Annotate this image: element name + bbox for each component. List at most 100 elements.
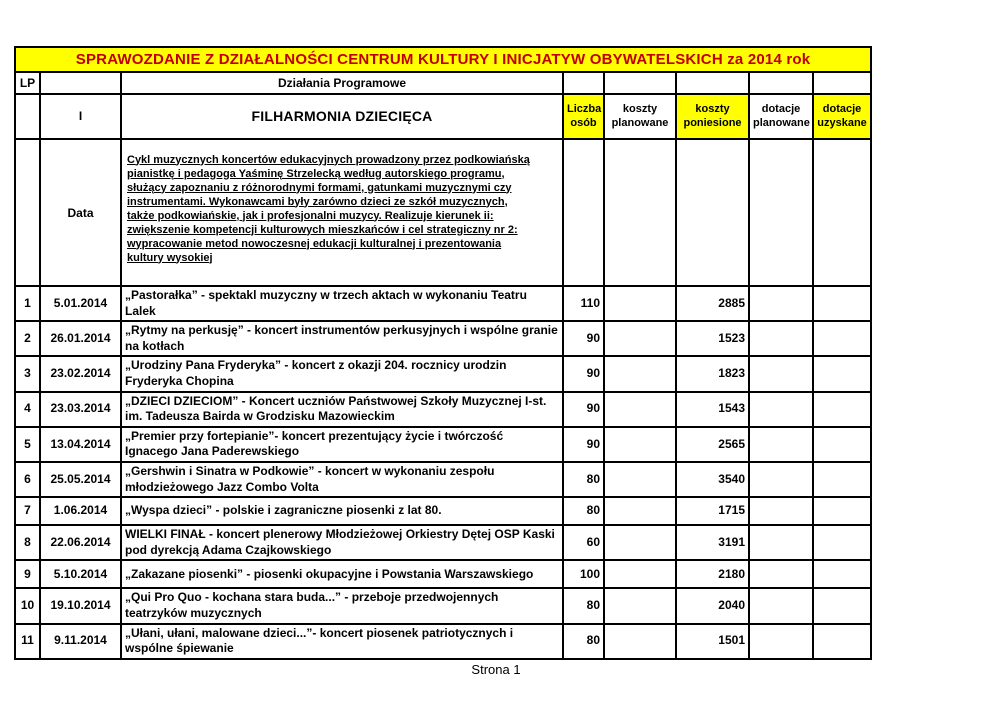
persons-count-cell: 90 (562, 320, 605, 358)
grants-planned-cell (748, 355, 814, 393)
persons-count-cell: 90 (562, 355, 605, 393)
costs-planned-cell (603, 559, 677, 590)
table-row: 10 19.10.2014 „Qui Pro Quo - kochana sta… (14, 587, 873, 625)
row-number-cell: 7 (14, 496, 41, 527)
persons-count-cell: 80 (562, 460, 605, 499)
persons-count-cell: 90 (562, 390, 605, 428)
date-cell: 5.01.2014 (39, 284, 122, 323)
grants-planned-cell (748, 460, 814, 499)
event-description-cell: „Qui Pro Quo - kochana stara buda...” - … (120, 587, 564, 625)
table-row: 3 23.02.2014 „Urodziny Pana Fryderyka” -… (14, 355, 873, 393)
section-description-row: Data Cykl muzycznych koncertów edukacyjn… (14, 138, 873, 287)
costs-incurred-cell: 1823 (675, 355, 750, 393)
persons-count-cell: 80 (562, 587, 605, 625)
grants-planned-cell (748, 320, 814, 358)
costs-planned-cell (603, 622, 677, 660)
persons-count-cell: 80 (562, 496, 605, 527)
grants-planned-cell (748, 425, 814, 463)
row-number-cell: 3 (14, 355, 41, 393)
date-cell: 23.03.2014 (39, 390, 122, 428)
date-cell: 26.01.2014 (39, 320, 122, 358)
date-cell: 22.06.2014 (39, 524, 122, 562)
title-row: SPRAWOZDANIE Z DZIAŁALNOŚCI CENTRUM KULT… (13, 46, 873, 73)
column-header-grants-received: dotacje uzyskane (811, 93, 873, 140)
persons-count-cell: 80 (562, 622, 605, 660)
persons-count-cell: 60 (562, 524, 605, 562)
column-header-costs-planned: koszty planowane (603, 93, 677, 140)
row-number-cell: 6 (14, 460, 41, 499)
grants-received-cell (811, 460, 873, 499)
event-description-cell: „Wyspa dzieci” - polskie i zagraniczne p… (120, 496, 564, 527)
costs-planned-cell (603, 587, 677, 625)
empty-cell (39, 71, 122, 95)
costs-incurred-cell: 2565 (675, 425, 750, 463)
section-header-row: I FILHARMONIA DZIECIĘCA Liczba osób kosz… (14, 93, 873, 140)
event-description-cell: „Ułani, ułani, malowane dzieci...”- konc… (120, 622, 564, 660)
column-label-row: LP Działania Programowe (14, 71, 873, 95)
grants-planned-cell (748, 496, 814, 527)
table-body: 1 5.01.2014 „Pastorałka” - spektakl muzy… (14, 284, 873, 660)
section-column-header: Działania Programowe (120, 71, 564, 95)
data-label: Data (39, 138, 122, 287)
page-number: Strona 1 (471, 662, 521, 677)
row-number-cell: 10 (14, 587, 41, 625)
costs-planned-cell (603, 524, 677, 562)
empty-cell (562, 71, 605, 95)
table-row: 1 5.01.2014 „Pastorałka” - spektakl muzy… (14, 284, 873, 323)
row-number-cell: 5 (14, 425, 41, 463)
empty-cell (603, 71, 677, 95)
event-description-cell: „Zakazane piosenki” - piosenki okupacyjn… (120, 559, 564, 590)
grants-received-cell (811, 587, 873, 625)
grants-planned-cell (748, 390, 814, 428)
row-number-cell: 9 (14, 559, 41, 590)
grants-planned-cell (748, 524, 814, 562)
date-cell: 13.04.2014 (39, 425, 122, 463)
grants-planned-cell (748, 587, 814, 625)
grants-planned-cell (748, 284, 814, 323)
costs-incurred-cell: 1523 (675, 320, 750, 358)
column-header-grants-planned: dotacje planowane (748, 93, 814, 140)
date-cell: 23.02.2014 (39, 355, 122, 393)
empty-cell (14, 138, 41, 287)
lp-header-cell: LP (14, 71, 41, 95)
report-table: SPRAWOZDANIE Z DZIAŁALNOŚCI CENTRUM KULT… (13, 46, 873, 660)
event-description-cell: „Premier przy fortepianie”- koncert prez… (120, 425, 564, 463)
date-cell: 1.06.2014 (39, 496, 122, 527)
costs-incurred-cell: 1543 (675, 390, 750, 428)
costs-incurred-cell: 3540 (675, 460, 750, 499)
column-header-costs-incurred: koszty poniesione (675, 93, 750, 140)
empty-cell (748, 138, 814, 287)
persons-count-cell: 90 (562, 425, 605, 463)
grants-received-cell (811, 496, 873, 527)
section-description: Cykl muzycznych koncertów edukacyjnych p… (120, 138, 564, 287)
report-title: SPRAWOZDANIE Z DZIAŁALNOŚCI CENTRUM KULT… (13, 46, 873, 73)
date-cell: 5.10.2014 (39, 559, 122, 590)
costs-planned-cell (603, 460, 677, 499)
event-description-cell: „Pastorałka” - spektakl muzyczny w trzec… (120, 284, 564, 323)
grants-received-cell (811, 425, 873, 463)
costs-planned-cell (603, 355, 677, 393)
grants-received-cell (811, 622, 873, 660)
persons-count-cell: 110 (562, 284, 605, 323)
table-row: 2 26.01.2014 „Rytmy na perkusję” - konce… (14, 320, 873, 358)
table-row: 4 23.03.2014 „DZIECI DZIECIOM” - Koncert… (14, 390, 873, 428)
row-number-cell: 8 (14, 524, 41, 562)
empty-cell (811, 71, 873, 95)
empty-cell (811, 138, 873, 287)
empty-cell (562, 138, 605, 287)
costs-planned-cell (603, 390, 677, 428)
empty-cell (603, 138, 677, 287)
empty-cell (14, 93, 41, 140)
grants-planned-cell (748, 622, 814, 660)
grants-received-cell (811, 284, 873, 323)
date-cell: 9.11.2014 (39, 622, 122, 660)
row-number-cell: 4 (14, 390, 41, 428)
event-description-cell: „Gershwin i Sinatra w Podkowie” - koncer… (120, 460, 564, 499)
empty-cell (675, 138, 750, 287)
table-row: 8 22.06.2014 WIELKI FINAŁ - koncert plen… (14, 524, 873, 562)
grants-received-cell (811, 390, 873, 428)
costs-planned-cell (603, 284, 677, 323)
section-number: I (39, 93, 122, 140)
table-row: 7 1.06.2014 „Wyspa dzieci” - polskie i z… (14, 496, 873, 527)
